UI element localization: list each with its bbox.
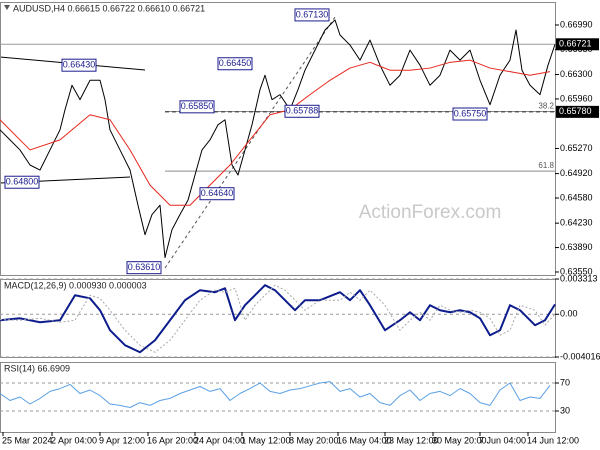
y-tick-label: 0.63890 — [560, 242, 593, 252]
pivot-label: 0.65788 — [286, 106, 319, 116]
x-tick-label: 16 Apr 20:00 — [147, 435, 198, 445]
panel-title: RSI(14) 66.6909 — [4, 363, 70, 373]
symbol-icon — [4, 5, 10, 10]
y-tick-label: 0.003313 — [560, 273, 598, 283]
y-tick-label: 30 — [560, 405, 570, 415]
watermark: ActionForex.com — [359, 202, 502, 223]
pivot-box — [199, 187, 235, 201]
price-level-label: 0.65780 — [559, 106, 592, 116]
fib-label: 38.2 — [538, 102, 554, 111]
y-tick-label: 0.64920 — [560, 168, 593, 178]
pivot-box — [294, 8, 330, 22]
pivot-label: 0.66450 — [219, 58, 252, 68]
fib-diagonal — [164, 16, 336, 269]
price-level-label: 0.66721 — [559, 39, 592, 49]
pivot-box — [179, 100, 215, 114]
series-line — [0, 381, 551, 408]
y-tick-label: 0.66990 — [560, 19, 593, 29]
pivot-box — [4, 175, 40, 189]
fib-label: 61.8 — [538, 161, 554, 170]
panel-frame — [0, 2, 556, 276]
panel-frame — [0, 362, 556, 433]
pivot-label: 0.63610 — [128, 262, 161, 272]
pivot-label: 0.64800 — [6, 177, 39, 187]
y-tick-label: 70 — [560, 377, 570, 387]
x-tick-label: 7 Jun 04:00 — [479, 435, 526, 445]
pivot-box — [217, 57, 253, 71]
price-level-box — [556, 105, 599, 118]
y-tick-label: 0.65270 — [560, 143, 593, 153]
x-tick-label: 2 Apr 04:00 — [51, 435, 97, 445]
pivot-label: 0.65750 — [454, 108, 487, 118]
y-tick-label: 0.64580 — [560, 192, 593, 202]
y-tick-label: 0.63550 — [560, 266, 593, 276]
y-tick-label: 0.65960 — [560, 93, 593, 103]
x-tick-label: 8 May 20:00 — [289, 435, 339, 445]
price-level-box — [556, 38, 599, 51]
x-tick-label: 23 May 12:00 — [384, 435, 439, 445]
y-tick-label: 0.64230 — [560, 218, 593, 228]
series-line — [0, 284, 556, 353]
x-tick-label: 1 May 12:00 — [241, 435, 291, 445]
y-tick-label: 0.00 — [560, 309, 578, 319]
pivot-box — [452, 107, 488, 121]
x-tick-label: 25 Mar 2024 — [2, 435, 53, 445]
panel-title: MACD(12,26,9) 0.000930 0.000003 — [4, 280, 147, 290]
pivot-box — [126, 261, 162, 275]
pivot-label: 0.64640 — [201, 188, 234, 198]
x-tick-label: 9 Apr 12:00 — [99, 435, 145, 445]
series-line — [0, 19, 556, 259]
x-tick-label: 30 May 20:00 — [432, 435, 487, 445]
y-tick-label: -0.004016 — [560, 351, 600, 361]
pivot-label: 0.66430 — [63, 60, 96, 70]
panel-title: AUDUSD,H4 0.66615 0.66722 0.66610 0.6672… — [13, 3, 205, 13]
pivot-label: 0.65850 — [181, 101, 214, 111]
pivot-box — [284, 104, 320, 118]
pivot-box — [61, 58, 97, 72]
x-tick-label: 16 May 04:00 — [337, 435, 392, 445]
y-tick-label: 0.66300 — [560, 69, 593, 79]
x-tick-label: 24 Apr 04:00 — [194, 435, 245, 445]
pivot-label: 0.67130 — [296, 9, 329, 19]
x-tick-label: 14 Jun 12:00 — [527, 435, 579, 445]
